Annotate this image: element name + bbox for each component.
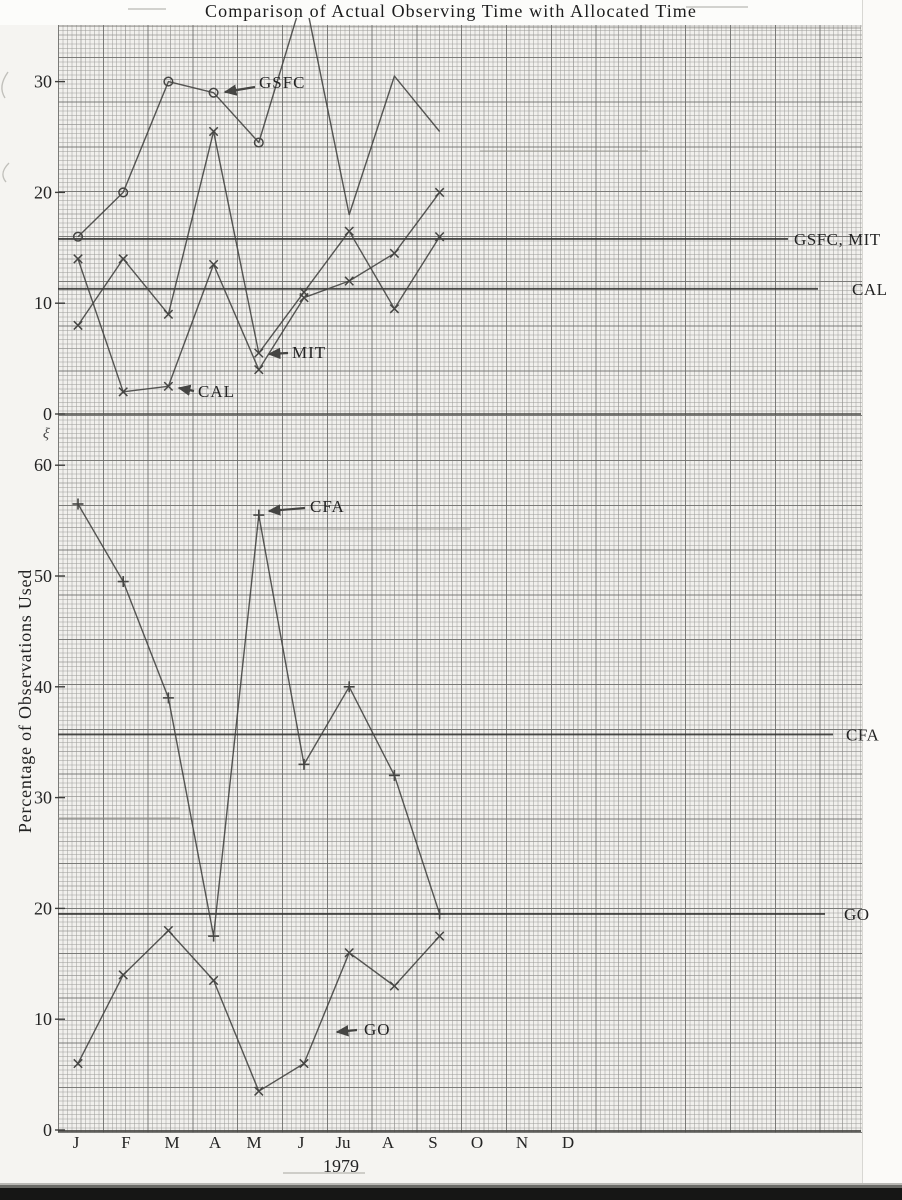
callout-label: MIT	[292, 343, 326, 362]
top-y-tick-label: 0	[43, 404, 52, 424]
top-y-ticks: 0 10 20 30	[34, 72, 65, 424]
axis-baselines	[58, 413, 861, 1132]
allocated-label-go: GO	[844, 905, 870, 924]
top-y-tick-label: 20	[34, 182, 52, 202]
callout-cfa: CFA	[267, 497, 345, 516]
bottom-y-tick-label: 10	[34, 1009, 52, 1029]
series-cfa	[72, 498, 446, 942]
month-label: A	[382, 1133, 395, 1152]
month-label: M	[164, 1133, 179, 1152]
series-cal	[73, 187, 445, 397]
top-y-tick-label: 30	[34, 72, 52, 92]
callout-label: CFA	[310, 497, 345, 516]
callout-mit: MIT	[267, 343, 326, 362]
month-label: M	[246, 1133, 261, 1152]
top-y-tick-label: 10	[34, 293, 52, 313]
month-label: S	[428, 1133, 437, 1152]
chart-title: Comparison of Actual Observing Time with…	[205, 1, 697, 21]
paper-top-margin	[0, 0, 902, 25]
callout-label: GO	[364, 1020, 391, 1039]
series-gsfc	[72, 18, 441, 242]
series-go	[73, 925, 445, 1096]
month-label: N	[516, 1133, 528, 1152]
allocated-label-cal: CAL	[852, 280, 888, 299]
callout-label: GSFC	[259, 73, 306, 92]
data-series	[72, 18, 446, 1096]
bottom-y-tick-label: 30	[34, 788, 52, 808]
scan-artifacts	[1, 6, 862, 1174]
graph-paper-grid	[58, 25, 862, 1133]
series-mit	[73, 126, 445, 358]
bottom-y-tick-label: 0	[43, 1120, 52, 1140]
allocated-label-gsfc-mit: GSFC, MIT	[794, 230, 881, 249]
scan-edge-band	[0, 1183, 902, 1200]
month-label: D	[562, 1133, 574, 1152]
bottom-y-tick-label: 20	[34, 898, 52, 918]
callout-cal: CAL	[177, 382, 235, 401]
bottom-y-tick-label: 50	[34, 566, 52, 586]
allocated-label-cfa: CFA	[846, 725, 880, 744]
month-label: J	[298, 1133, 305, 1152]
callout-gsfc: GSFC	[223, 73, 306, 96]
bottom-y-tick-label: 40	[34, 677, 52, 697]
bottom-y-ticks: 0 10 20 30 40 50 60	[34, 455, 65, 1140]
month-label: Ju	[335, 1133, 351, 1152]
callout-go: GO	[335, 1020, 391, 1039]
month-label: A	[209, 1133, 222, 1152]
month-label: O	[471, 1133, 483, 1152]
paper-right-margin	[862, 0, 902, 1200]
bottom-y-tick-label: 60	[34, 455, 52, 475]
x-axis-month-labels: J F M A M J Ju A S O N D 1979	[73, 1133, 574, 1176]
month-label: J	[73, 1133, 80, 1152]
callout-label: CAL	[198, 382, 235, 401]
year-label: 1979	[323, 1156, 359, 1176]
month-label: F	[121, 1133, 130, 1152]
